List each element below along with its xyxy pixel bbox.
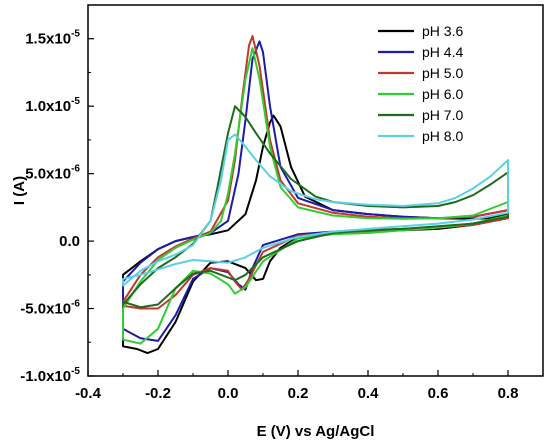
legend-label: pH 3.6 (422, 23, 463, 39)
y-tick-label: 1.5x10-5 (25, 29, 80, 48)
y-tick-exponent: -5 (71, 29, 80, 40)
series-line-5 (122, 105, 509, 309)
x-tick-label: -0.2 (145, 385, 171, 402)
y-tick-mantissa: 1.5x10 (25, 31, 71, 48)
y-tick-label: 0.0 (59, 233, 80, 250)
y-tick-exponent: -5 (71, 366, 80, 377)
legend-label: pH 7.0 (422, 107, 463, 123)
y-axis-title: I (A) (11, 176, 28, 205)
y-tick-mantissa: -5.0x10 (20, 301, 71, 318)
x-tick-label: 0.2 (288, 385, 309, 402)
series-line-4 (122, 47, 509, 345)
legend-label: pH 6.0 (422, 86, 463, 102)
y-tick-exponent: -6 (71, 299, 80, 310)
x-axis-title: E (V) vs Ag/AgCl (257, 423, 375, 440)
x-tick-label: 0.0 (218, 385, 239, 402)
x-tick-label: -0.4 (75, 385, 102, 402)
x-axis: -0.4 -0.2 0.0 0.2 0.4 0.6 0.8 (75, 370, 518, 402)
series-line-6 (122, 133, 509, 287)
x-tick-label: 0.6 (428, 385, 449, 402)
y-tick-mantissa: -1.0x10 (20, 368, 71, 385)
x-tick-label: 0.4 (358, 385, 380, 402)
y-axis: -1.0x10-5-5.0x10-60.05.0x10-61.0x10-51.5… (20, 29, 94, 385)
legend: pH 3.6 pH 4.4 pH 5.0 pH 6.0 pH 7.0 pH 8.0 (378, 23, 463, 144)
series-line-3 (122, 35, 509, 310)
y-tick-label: 1.0x10-5 (25, 96, 80, 115)
y-tick-label: 5.0x10-6 (25, 164, 80, 183)
y-tick-mantissa: 0.0 (59, 233, 80, 250)
series-layer (122, 35, 509, 355)
y-tick-mantissa: 5.0x10 (25, 166, 71, 183)
plot-frame (87, 4, 544, 377)
y-tick-label: -1.0x10-5 (20, 366, 80, 385)
legend-label: pH 8.0 (422, 128, 463, 144)
y-tick-label: -5.0x10-6 (20, 299, 80, 318)
y-tick-exponent: -6 (71, 164, 80, 175)
legend-label: pH 4.4 (422, 44, 463, 60)
x-tick-label: 0.8 (498, 385, 519, 402)
y-tick-mantissa: 1.0x10 (25, 98, 71, 115)
y-tick-exponent: -5 (71, 96, 80, 107)
legend-label: pH 5.0 (422, 65, 463, 81)
